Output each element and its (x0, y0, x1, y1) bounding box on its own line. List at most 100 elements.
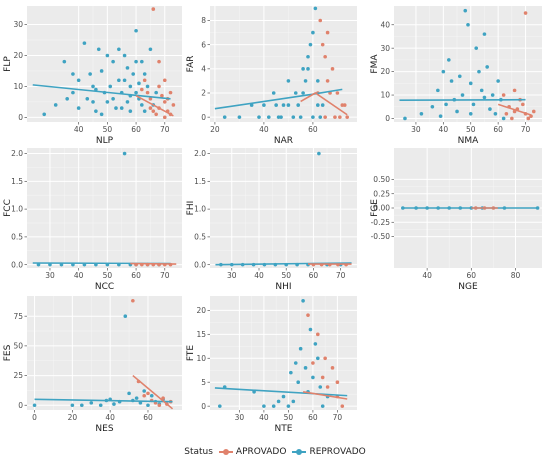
point-reprovado (479, 88, 484, 93)
x-tick-label: 60 (467, 271, 477, 280)
point-aprovado (338, 115, 342, 119)
x-axis-title: NES (95, 424, 113, 434)
y-tick-label: 2.0 (11, 149, 23, 158)
point-aprovado (512, 88, 517, 93)
point-reprovado (471, 102, 476, 107)
point-reprovado (316, 103, 320, 107)
y-tick-label: 0.50 (373, 175, 390, 184)
y-axis-title: FMA (370, 54, 380, 74)
point-reprovado (463, 8, 468, 13)
point-reprovado (436, 88, 440, 93)
point-aprovado (531, 109, 536, 114)
x-tick-label: 20 (68, 413, 78, 422)
point-aprovado (318, 18, 323, 23)
y-tick-label: 2 (201, 89, 206, 98)
y-axis-title: FGE (370, 199, 380, 217)
point-aprovado (148, 97, 153, 101)
point-aprovado (151, 7, 156, 11)
point-aprovado (162, 78, 167, 83)
point-reprovado (501, 116, 506, 121)
x-axis-title: NAR (274, 136, 293, 146)
point-aprovado (140, 87, 144, 92)
point-reprovado (140, 59, 144, 64)
x-tick-label: 30 (411, 125, 421, 134)
legend: Status APROVADO REPROVADO (0, 442, 550, 462)
point-aprovado (131, 298, 135, 303)
point-aprovado (157, 84, 161, 89)
point-reprovado (82, 41, 87, 45)
trend-line-reprovado (32, 84, 171, 100)
point-aprovado (345, 115, 350, 119)
point-reprovado (455, 109, 459, 114)
point-aprovado (154, 112, 158, 117)
x-tick-label: 40 (74, 125, 84, 134)
panel-fes: 0 20 40 60 0 25 50 75 NES FES (3, 296, 182, 434)
plot-background (210, 148, 357, 268)
point-aprovado (316, 332, 320, 337)
x-tick-label: 40 (105, 413, 115, 422)
point-reprovado (474, 46, 479, 50)
point-reprovado (286, 103, 291, 107)
y-tick-label: 25 (13, 371, 23, 380)
panel-fma: 30 40 50 60 70 0 10 20 30 40 NMA FMA (370, 6, 542, 146)
data-layer (399, 8, 536, 121)
point-reprovado (142, 109, 147, 113)
y-tick-label: 4 (201, 64, 206, 73)
point-reprovado (271, 91, 276, 95)
x-axis-title: NLP (96, 136, 114, 146)
x-tick-label: 50 (466, 125, 476, 134)
point-reprovado (122, 53, 127, 58)
trend-line-aprovado (302, 391, 348, 400)
point-reprovado (218, 404, 222, 408)
point-aprovado (151, 109, 156, 113)
point-reprovado (267, 115, 271, 119)
legend-title: Status (184, 447, 213, 457)
point-reprovado (117, 78, 121, 83)
y-tick-label: 75 (13, 312, 23, 321)
point-reprovado (444, 102, 448, 107)
point-aprovado (323, 54, 327, 59)
point-reprovado (98, 403, 103, 408)
x-tick-label: 0 (32, 413, 37, 422)
y-tick-label: 1.5 (194, 177, 206, 186)
point-reprovado (134, 28, 138, 33)
legend-swatch-reprovado (292, 447, 307, 457)
legend-item-reprovado: REPROVADO (292, 447, 366, 457)
y-tick-label: 0.00 (373, 204, 390, 213)
point-reprovado (318, 115, 323, 119)
point-reprovado (91, 84, 95, 89)
point-aprovado (501, 93, 506, 97)
point-reprovado (122, 151, 127, 156)
point-reprovado (430, 104, 435, 109)
point-reprovado (99, 69, 104, 73)
data-layer (214, 298, 348, 408)
point-reprovado (298, 346, 303, 351)
point-aprovado (142, 393, 146, 398)
point-reprovado (262, 103, 266, 107)
y-tick-label: 2.0 (194, 149, 206, 158)
point-reprovado (306, 67, 310, 71)
x-tick-label: 40 (422, 271, 432, 280)
point-reprovado (308, 42, 313, 47)
point-reprovado (122, 78, 127, 83)
plot-background (210, 296, 357, 410)
point-reprovado (447, 58, 451, 62)
point-reprovado (317, 151, 321, 156)
x-tick-label: 70 (160, 271, 170, 280)
y-tick-label: 0.25 (373, 189, 390, 198)
point-aprovado (333, 115, 337, 119)
point-reprovado (134, 396, 139, 400)
point-reprovado (262, 404, 266, 408)
point-reprovado (91, 100, 95, 104)
point-reprovado (477, 69, 481, 74)
point-reprovado (62, 59, 67, 64)
point-aprovado (160, 93, 164, 98)
point-reprovado (313, 6, 318, 11)
x-tick-label: 70 (521, 125, 531, 134)
point-reprovado (313, 342, 318, 346)
point-reprovado (128, 109, 133, 113)
trend-line-reprovado (215, 262, 352, 266)
point-reprovado (111, 97, 115, 101)
point-reprovado (119, 106, 124, 110)
